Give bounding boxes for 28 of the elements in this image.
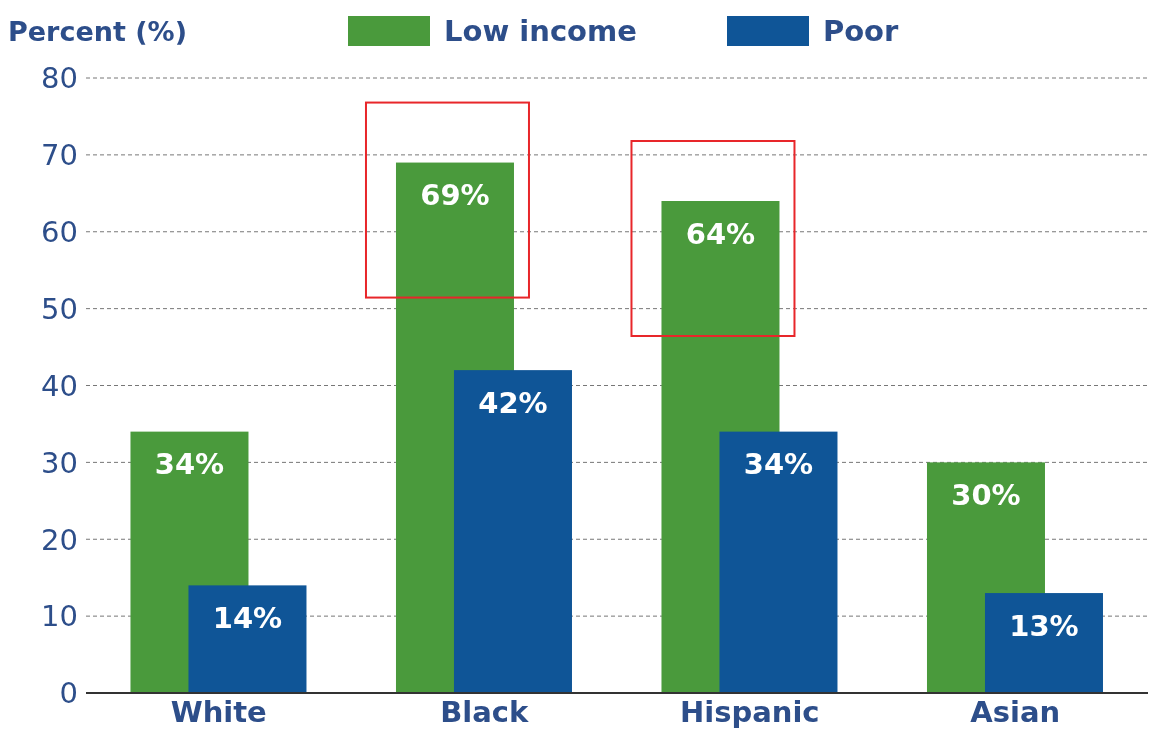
legend-label: Poor [822, 14, 899, 48]
y-tick-label: 10 [41, 599, 78, 634]
bar [719, 431, 838, 693]
bar [188, 585, 307, 693]
data-label: 42% [478, 385, 548, 420]
bar [453, 370, 572, 693]
y-tick-label: 50 [41, 291, 78, 326]
y-tick-label: 0 [59, 676, 78, 711]
x-tick-label: White [170, 694, 267, 729]
legend-label: Low income [444, 14, 637, 48]
bar [984, 593, 1103, 693]
y-tick-label: 60 [41, 215, 78, 250]
y-axis-title: Percent (%) [8, 16, 187, 47]
data-label: 13% [1009, 608, 1079, 643]
x-tick-label: Asian [970, 694, 1061, 729]
data-label: 34% [743, 447, 814, 482]
y-tick-label: 30 [41, 445, 78, 480]
x-tick-label: Hispanic [679, 694, 820, 729]
data-label: 34% [154, 447, 225, 482]
data-label: 14% [212, 600, 283, 635]
y-tick-label: 40 [41, 368, 78, 403]
y-tick-label: 20 [41, 522, 78, 557]
data-label: 64% [685, 216, 756, 251]
y-tick-label: 70 [41, 138, 78, 173]
x-tick-label: Black [440, 694, 530, 729]
y-tick-label: 80 [41, 61, 78, 96]
data-label: 69% [420, 178, 490, 213]
data-label: 30% [951, 477, 1021, 512]
